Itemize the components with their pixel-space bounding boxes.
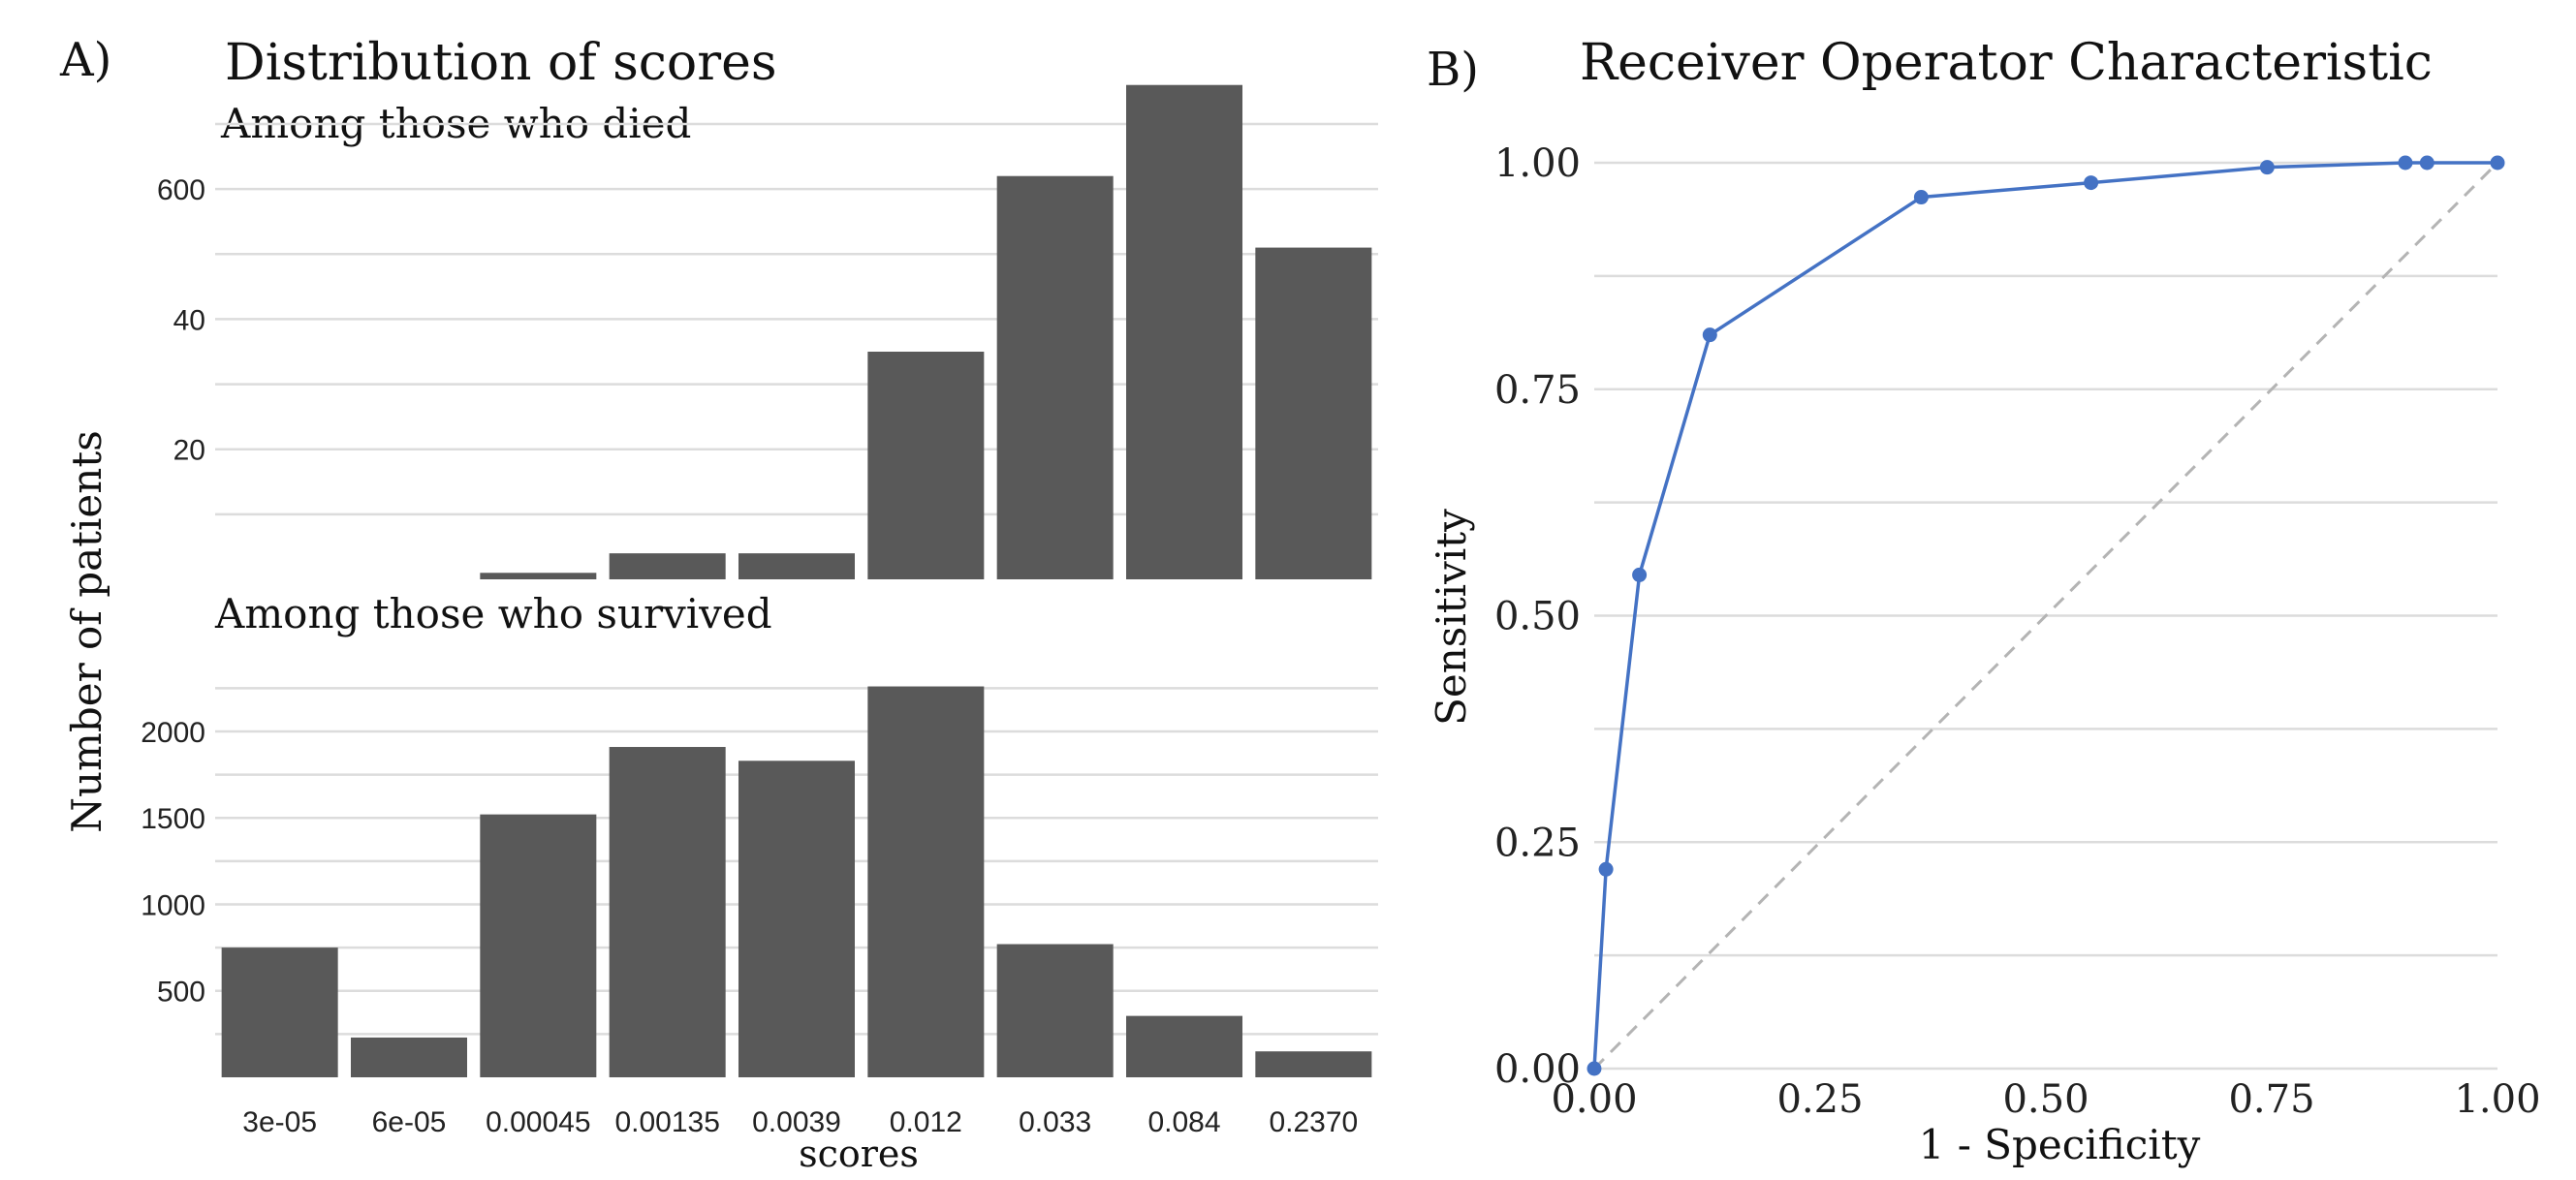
- panel-a-label: A): [59, 33, 111, 87]
- survived-bar-0.00135: [609, 747, 726, 1077]
- panel-b-title: Receiver Operator Characteristic: [1580, 34, 2433, 92]
- roc-point: [1632, 567, 1648, 582]
- x-tick-label-0.0039: 0.0039: [752, 1106, 841, 1138]
- x-tick-label-0.084: 0.084: [1147, 1106, 1220, 1138]
- died-bar-0.00135: [609, 553, 726, 579]
- facet-survived: Among those who survived 500 1000 1500 2000: [141, 590, 1378, 1077]
- panel-a-ylabel: Number of patients: [63, 430, 110, 833]
- died-bar-0.033: [996, 175, 1114, 579]
- roc-point: [2398, 155, 2413, 171]
- roc-xtick-label: 0.00: [1551, 1077, 1637, 1122]
- roc-point: [2084, 175, 2099, 191]
- panel-b: B) Receiver Operator Characteristic Sens…: [1427, 34, 2541, 1168]
- roc-ytick-label: 0.25: [1494, 821, 1581, 865]
- roc-point: [1598, 861, 1614, 877]
- x-tick-label-0.00135: 0.00135: [614, 1106, 719, 1138]
- panel-a: A) Distribution of scores Number of pati…: [59, 33, 1378, 1175]
- died-bar-0.00045: [480, 573, 597, 579]
- died-ytick-label: 20: [173, 435, 205, 467]
- x-tick-label-0.012: 0.012: [890, 1106, 962, 1138]
- diagonal-reference-line: [1592, 161, 2499, 1071]
- roc-point: [2419, 155, 2435, 171]
- survived-bar-0.084: [1126, 1015, 1242, 1077]
- roc-ytick-label: 0.75: [1494, 368, 1581, 413]
- died-bar-0.012: [867, 352, 985, 579]
- x-tick-label-6e-05: 6e-05: [372, 1106, 447, 1138]
- x-tick-label-0.2370: 0.2370: [1269, 1106, 1358, 1138]
- roc-xtick-label: 1.00: [2454, 1077, 2540, 1122]
- survived-bar-6e-05: [351, 1037, 467, 1077]
- panel-b-label: B): [1427, 43, 1479, 97]
- survived-bar-0.012: [867, 686, 985, 1077]
- died-ytick-label: 40: [173, 304, 205, 336]
- x-tick-label-0.00045: 0.00045: [486, 1106, 590, 1138]
- survived-bar-0.033: [996, 944, 1114, 1077]
- survived-bar-0.00045: [480, 814, 597, 1077]
- survived-ytick-label: 1000: [141, 889, 205, 921]
- panel-b-xlabel: 1 - Specificity: [1919, 1121, 2201, 1168]
- roc-point: [1913, 190, 1929, 205]
- facet-survived-subtitle: Among those who survived: [214, 590, 772, 637]
- survived-bar-3e-05: [221, 947, 338, 1077]
- roc-point: [2490, 155, 2505, 171]
- roc-xtick-label: 0.75: [2228, 1077, 2314, 1122]
- survived-bar-0.0039: [738, 761, 855, 1077]
- died-ytick-label: 600: [157, 174, 205, 206]
- survived-ytick-label: 2000: [141, 717, 205, 749]
- roc-curve: [1592, 161, 2497, 1070]
- roc-xtick-label: 0.25: [1776, 1077, 1863, 1122]
- x-tick-label-0.033: 0.033: [1019, 1106, 1091, 1138]
- survived-bar-0.2370: [1255, 1051, 1372, 1077]
- x-tick-label-3e-05: 3e-05: [242, 1106, 317, 1138]
- died-bar-0.084: [1126, 84, 1242, 579]
- survived-ytick-label: 500: [157, 977, 205, 1009]
- roc-ytick-label: 0.00: [1494, 1047, 1581, 1092]
- survived-ytick-label: 1500: [141, 803, 205, 835]
- panel-b-ylabel: Sensitivity: [1428, 509, 1475, 726]
- roc-ytick-label: 0.50: [1494, 595, 1581, 639]
- roc-point: [1586, 1061, 1602, 1076]
- died-bar-0.0039: [738, 553, 855, 579]
- died-bar-0.2370: [1255, 247, 1372, 580]
- panel-a-xlabel: scores: [799, 1133, 919, 1175]
- roc-xtick-label: 0.50: [2002, 1077, 2089, 1122]
- roc-point: [2259, 160, 2275, 175]
- panel-a-title: Distribution of scores: [225, 34, 777, 92]
- roc-ytick-label: 1.00: [1494, 141, 1581, 186]
- roc-point: [1702, 327, 1717, 343]
